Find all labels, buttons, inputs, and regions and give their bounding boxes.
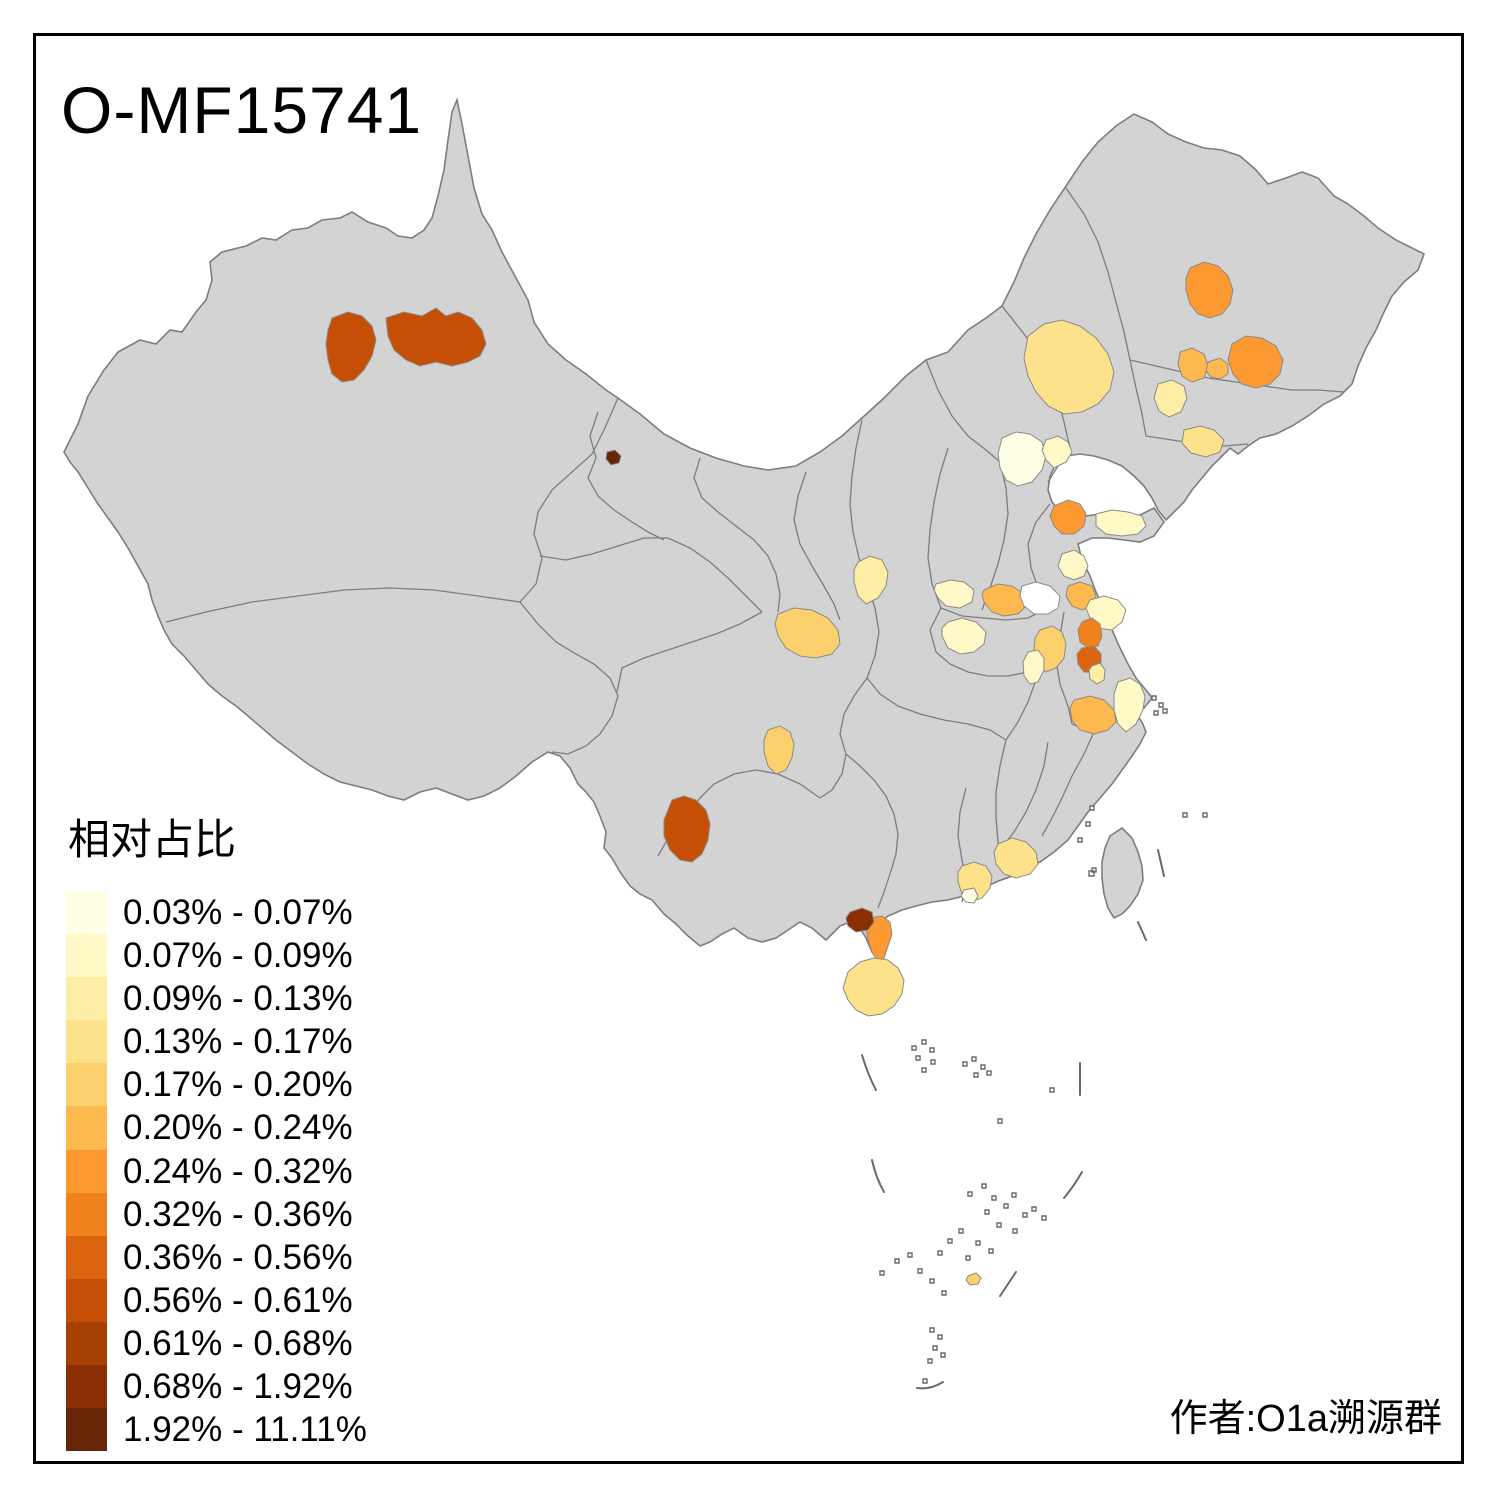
legend-swatch (66, 1149, 107, 1193)
taiwan-outline (1101, 826, 1144, 920)
legend-row: 0.61% - 0.68% (66, 1321, 367, 1366)
legend-label: 0.13% - 0.17% (123, 1022, 353, 1062)
map-region (385, 307, 487, 367)
map-region (1022, 649, 1045, 685)
plot-border (33, 33, 1464, 1464)
map-region (941, 617, 987, 655)
legend-label: 0.36% - 0.56% (123, 1237, 353, 1277)
legend-swatch (66, 1408, 107, 1452)
map-region (774, 607, 841, 659)
map-region (1041, 435, 1073, 469)
legend-swatch (66, 1192, 107, 1236)
legend-label: 0.09% - 0.13% (123, 979, 353, 1019)
choropleth-regions (325, 261, 1284, 1286)
map-region (763, 725, 795, 775)
legend-row: 0.13% - 0.17% (66, 1020, 367, 1064)
map-region (1095, 509, 1147, 537)
legend-row: 0.20% - 0.24% (66, 1106, 367, 1150)
legend-row: 1.92% - 11.11% (66, 1408, 367, 1452)
legend-title: 相对占比 (68, 816, 237, 863)
map-region (853, 555, 889, 605)
legend-row: 0.36% - 0.56% (66, 1235, 367, 1279)
legend-swatch (66, 1365, 107, 1409)
legend-swatch (66, 977, 107, 1021)
legend-row: 0.24% - 0.32% (66, 1149, 367, 1193)
legend-swatch (66, 1235, 107, 1279)
legend-swatch (66, 1106, 107, 1150)
author-credit: 作者:O1a溯源群 (1169, 1398, 1442, 1440)
map-region (960, 887, 979, 904)
legend-row: 0.03% - 0.07% (66, 891, 367, 935)
map-region (993, 837, 1039, 879)
legend-label: 0.32% - 0.36% (123, 1194, 353, 1234)
map-region (1019, 581, 1061, 615)
legend-row: 0.32% - 0.36% (66, 1192, 367, 1236)
map-region (605, 449, 622, 466)
map-region (997, 431, 1047, 487)
legend-swatch (66, 891, 107, 935)
island-specks (879, 695, 1208, 1384)
legend-label: 0.68% - 1.92% (123, 1367, 353, 1407)
plot-title: O-MF15741 (61, 73, 423, 147)
legend-label: 0.07% - 0.09% (123, 936, 353, 976)
map-region (933, 579, 975, 609)
legend-row: 0.68% - 1.92% (66, 1365, 367, 1409)
legend-row: 0.56% - 0.61% (66, 1278, 367, 1322)
legend-label: 0.56% - 0.61% (123, 1280, 353, 1320)
legend-row: 0.07% - 0.09% (66, 934, 367, 978)
legend-label: 0.20% - 0.24% (123, 1108, 353, 1148)
map-region (1181, 425, 1225, 458)
legend-row: 0.17% - 0.20% (66, 1063, 367, 1107)
map-region (1077, 617, 1103, 649)
legend-swatch (66, 1278, 107, 1322)
map-region (1153, 379, 1188, 418)
legend-swatch (66, 1063, 107, 1107)
legend-label: 0.17% - 0.20% (123, 1065, 353, 1105)
map-region (1227, 335, 1284, 389)
map-region (845, 907, 875, 933)
map-region (1113, 677, 1146, 733)
legend-swatch (66, 1321, 107, 1366)
map-region (663, 795, 711, 863)
legend-swatch (66, 934, 107, 978)
sea-boundary-dashes (861, 849, 1165, 1390)
map-region (865, 915, 893, 963)
map-region (1023, 319, 1115, 415)
map-region (981, 583, 1027, 617)
legend-label: 0.24% - 0.32% (123, 1151, 353, 1191)
map-region (1205, 357, 1229, 380)
legend-row: 0.09% - 0.13% (66, 977, 367, 1021)
map-region-hainan (842, 957, 905, 1017)
map-region (1069, 695, 1117, 735)
map-region (1057, 549, 1089, 581)
legend-swatch (66, 1020, 107, 1064)
map-region (1185, 261, 1234, 319)
map-region-islet (965, 1272, 982, 1286)
map-region (325, 311, 377, 383)
legend-label: 1.92% - 11.11% (123, 1410, 367, 1450)
map-region (1088, 662, 1106, 685)
legend-label: 0.03% - 0.07% (123, 893, 353, 932)
map-region (1049, 499, 1087, 535)
legend-label: 0.61% - 0.68% (123, 1323, 353, 1363)
legend: 相对占比 0.03% - 0.07% 0.07% - 0.09% 0.09% -… (66, 806, 367, 1452)
map-region (1177, 347, 1209, 383)
